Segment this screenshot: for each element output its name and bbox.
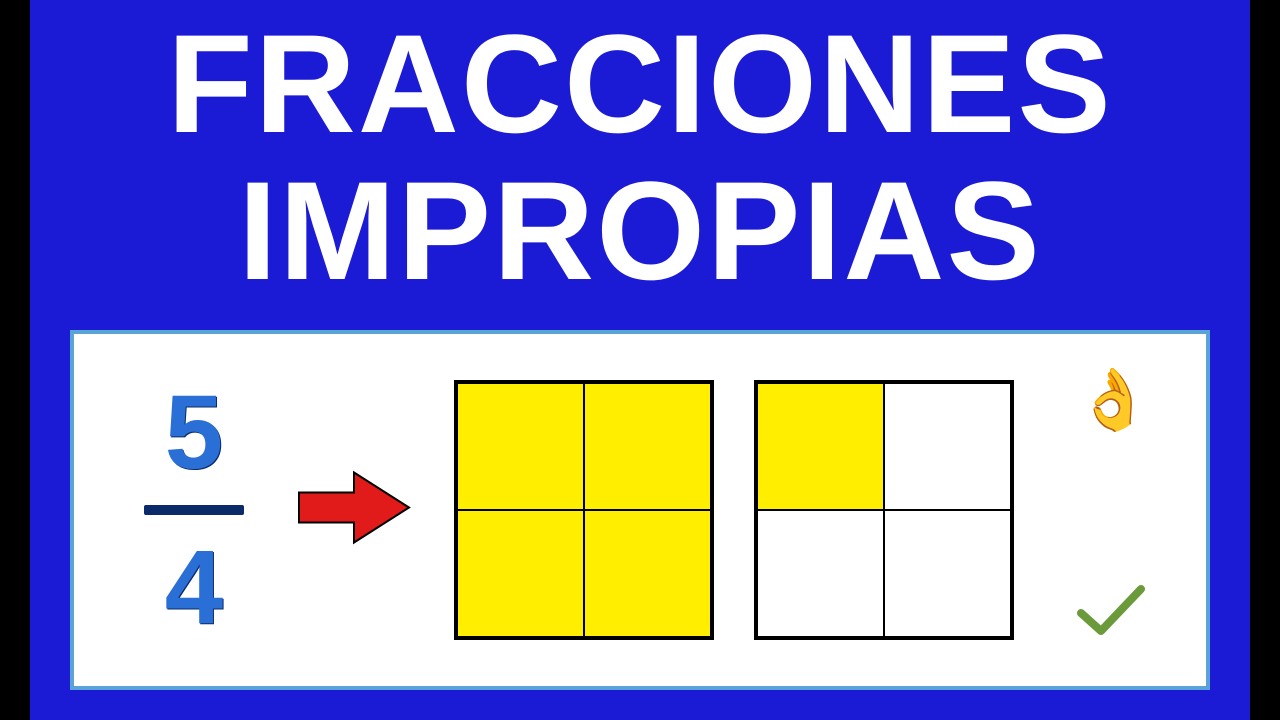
fraction-grid-1: [454, 380, 714, 640]
grid2-cell-2: [884, 383, 1011, 510]
ok-hand-icon: 👌: [1076, 364, 1151, 435]
fraction-numerator: 5: [144, 380, 244, 485]
grid2-cell-1: [757, 383, 884, 510]
fraction-grid-2: [754, 380, 1014, 640]
content-panel: 5 4 👌: [70, 330, 1210, 690]
title-line-2: IMPROPIAS: [30, 157, 1250, 304]
grid2-cell-4: [884, 510, 1011, 637]
fraction: 5 4: [144, 380, 244, 640]
stage: FRACCIONES IMPROPIAS 5 4 👌: [30, 0, 1250, 720]
arrow-icon: [294, 468, 414, 553]
fraction-bar: [144, 505, 244, 515]
title-block: FRACCIONES IMPROPIAS: [30, 0, 1250, 304]
title-line-1: FRACCIONES: [30, 10, 1250, 157]
grid1-cell-2: [584, 383, 711, 510]
grid1-cell-4: [584, 510, 711, 637]
grid1-cell-1: [457, 383, 584, 510]
grid2-cell-3: [757, 510, 884, 637]
fraction-denominator: 4: [144, 535, 244, 640]
checkmark-icon: [1076, 581, 1146, 646]
grid1-cell-3: [457, 510, 584, 637]
